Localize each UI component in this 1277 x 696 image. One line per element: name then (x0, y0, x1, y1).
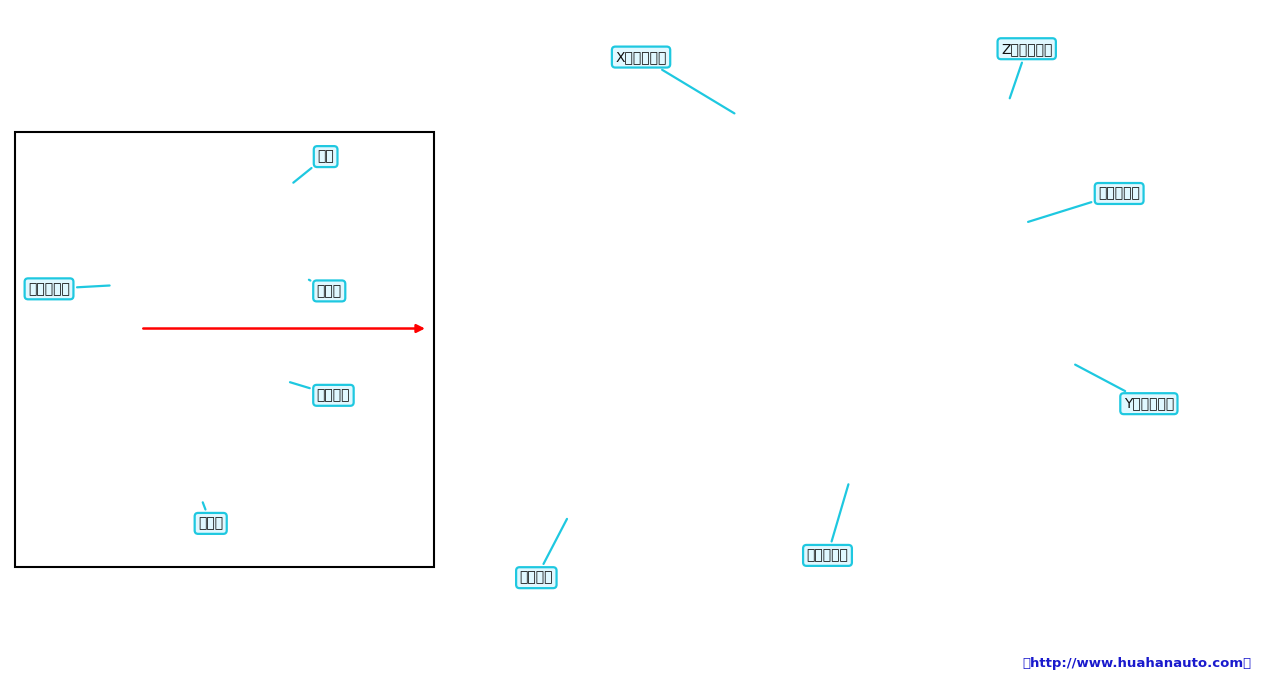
Text: 激光燊接头: 激光燊接头 (28, 282, 110, 296)
Text: 燊接头组件: 燊接头组件 (1028, 187, 1140, 222)
Text: 夹具平台: 夹具平台 (520, 519, 567, 585)
Bar (15, 132, 434, 567)
Text: 》http://www.huahanauto.com》: 》http://www.huahanauto.com》 (1023, 656, 1251, 670)
Text: Z轴电动平台: Z轴电动平台 (1001, 42, 1052, 98)
Text: 挡光片组件: 挡光片组件 (807, 484, 848, 562)
Text: 送丝机: 送丝机 (309, 280, 342, 298)
Text: 送丝头: 送丝头 (198, 503, 223, 530)
Text: 微调平台: 微调平台 (290, 382, 350, 402)
Text: 锡丝: 锡丝 (294, 150, 335, 182)
Text: X轴电动平台: X轴电动平台 (616, 50, 734, 113)
Text: Y轴电动平台: Y轴电动平台 (1075, 365, 1174, 411)
